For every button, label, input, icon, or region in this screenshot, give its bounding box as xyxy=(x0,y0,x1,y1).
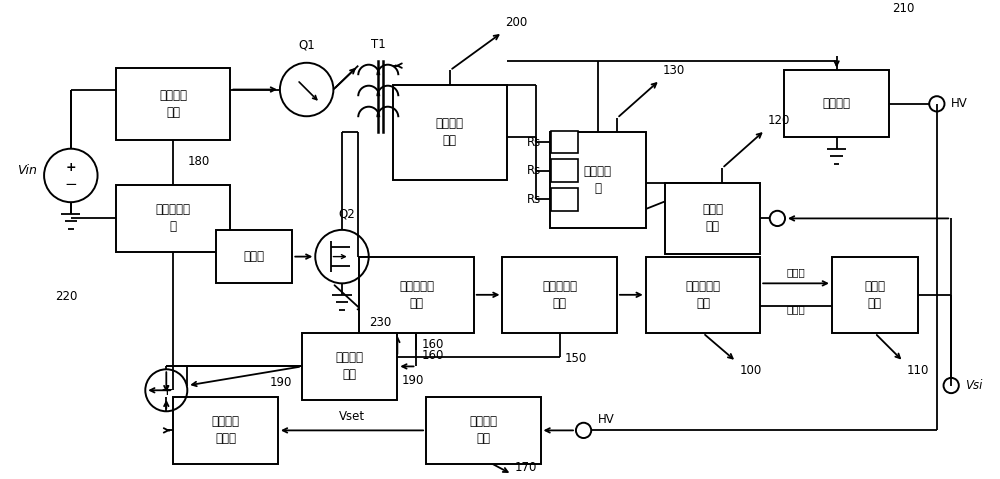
Text: 130: 130 xyxy=(663,64,685,77)
Text: Rs: Rs xyxy=(527,136,542,148)
FancyBboxPatch shape xyxy=(784,70,889,137)
Text: 190: 190 xyxy=(402,374,425,387)
Text: 200: 200 xyxy=(505,16,528,29)
Text: 比例放大单
元: 比例放大单 元 xyxy=(155,204,190,233)
Text: −: − xyxy=(64,178,77,193)
Bar xyxy=(551,188,578,211)
Text: 第一限流
单元: 第一限流 单元 xyxy=(336,352,364,381)
Text: 第一误差
放大器: 第一误差 放大器 xyxy=(212,415,240,445)
FancyBboxPatch shape xyxy=(393,85,507,180)
Text: 反向放大子
单元: 反向放大子 单元 xyxy=(399,280,434,310)
Text: 170: 170 xyxy=(515,461,537,474)
FancyBboxPatch shape xyxy=(302,333,397,400)
FancyBboxPatch shape xyxy=(359,257,474,333)
FancyBboxPatch shape xyxy=(502,257,617,333)
Text: 加计数: 加计数 xyxy=(787,268,805,278)
FancyBboxPatch shape xyxy=(426,397,541,464)
Text: Rs: Rs xyxy=(527,193,542,206)
Text: Vin: Vin xyxy=(17,164,36,177)
Text: 100: 100 xyxy=(739,364,761,376)
Text: 高压采样
单元: 高压采样 单元 xyxy=(469,415,497,445)
Text: 160: 160 xyxy=(421,349,444,362)
Text: Vset: Vset xyxy=(339,410,365,423)
Text: 窗口比较子
单元: 窗口比较子 单元 xyxy=(685,280,720,310)
FancyBboxPatch shape xyxy=(665,182,760,254)
FancyBboxPatch shape xyxy=(216,230,292,283)
Text: 滤波单元: 滤波单元 xyxy=(823,97,851,110)
FancyBboxPatch shape xyxy=(116,68,230,140)
Text: Q2: Q2 xyxy=(338,207,355,220)
Text: 减计数: 减计数 xyxy=(787,304,805,314)
Text: 第二限流
单元: 第二限流 单元 xyxy=(159,89,187,119)
Text: 190: 190 xyxy=(270,376,292,389)
Bar xyxy=(551,159,578,182)
FancyBboxPatch shape xyxy=(646,257,760,333)
Text: Rs: Rs xyxy=(527,164,542,177)
Text: 译码子
单元: 译码子 单元 xyxy=(702,204,723,233)
FancyBboxPatch shape xyxy=(832,257,918,333)
FancyBboxPatch shape xyxy=(116,185,230,252)
Text: 160: 160 xyxy=(421,338,444,351)
Text: Vsi: Vsi xyxy=(965,379,983,392)
Text: 230: 230 xyxy=(369,316,391,329)
Text: 220: 220 xyxy=(55,290,77,303)
FancyBboxPatch shape xyxy=(173,397,278,464)
Text: T1: T1 xyxy=(371,38,386,51)
Text: 振荡器: 振荡器 xyxy=(244,250,265,263)
Text: 110: 110 xyxy=(906,364,929,376)
Text: +: + xyxy=(66,161,76,174)
Text: 150: 150 xyxy=(564,352,587,365)
Text: Q1: Q1 xyxy=(298,38,315,51)
Text: 180: 180 xyxy=(187,155,210,168)
Text: 120: 120 xyxy=(768,114,790,127)
Text: 计数子
单元: 计数子 单元 xyxy=(864,280,885,310)
Text: 210: 210 xyxy=(892,2,914,15)
Text: HV: HV xyxy=(951,97,968,110)
Text: HV: HV xyxy=(598,412,615,426)
Bar xyxy=(551,131,578,153)
FancyBboxPatch shape xyxy=(550,133,646,228)
Text: +: + xyxy=(160,383,173,398)
Text: 反向加法子
单元: 反向加法子 单元 xyxy=(542,280,577,310)
Text: 倍压整流
单元: 倍压整流 单元 xyxy=(436,117,464,148)
Text: 开关子单
元: 开关子单 元 xyxy=(584,165,612,195)
